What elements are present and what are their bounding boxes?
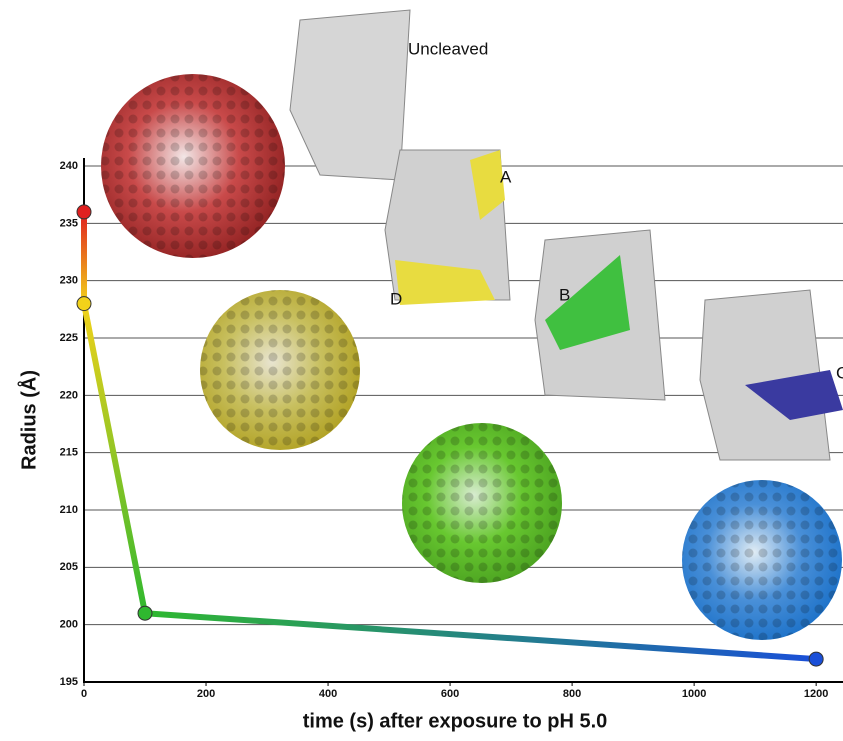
y-tick-label: 240: [60, 160, 78, 172]
x-tick-label: 1200: [804, 688, 828, 700]
y-axis-title: Radius (Å): [16, 370, 40, 470]
point: [77, 205, 91, 219]
y-tick-label: 220: [60, 389, 78, 401]
x-tick-label: 0: [81, 688, 87, 700]
annotation: C: [836, 363, 843, 382]
annotation: D: [390, 289, 402, 308]
y-tick-label: 210: [60, 504, 78, 516]
x-tick-label: 400: [319, 688, 337, 700]
capsid-texture: [200, 290, 360, 450]
x-tick-label: 200: [197, 688, 215, 700]
point: [809, 652, 823, 666]
y-tick-label: 215: [60, 447, 78, 459]
y-tick-label: 225: [60, 332, 78, 344]
capsid-texture: [101, 74, 285, 258]
y-tick-label: 230: [60, 275, 78, 287]
capsid-texture: [682, 480, 842, 640]
point: [138, 606, 152, 620]
y-tick-label: 200: [60, 619, 78, 631]
annotation: A: [500, 167, 512, 186]
capsid-texture: [402, 423, 562, 583]
trimer-illustration: [290, 10, 410, 180]
chart: Radius (Å) time (s) after exposure to pH…: [0, 0, 843, 741]
y-tick-label: 235: [60, 217, 78, 229]
annotation: Uncleaved: [408, 39, 488, 58]
y-tick-label: 205: [60, 561, 78, 573]
line-segment: [84, 304, 145, 614]
y-tick-label: 195: [60, 676, 78, 688]
x-tick-label: 1000: [682, 688, 706, 700]
point: [77, 297, 91, 311]
illustrations: [101, 10, 843, 640]
annotation: B: [559, 285, 570, 304]
x-axis-title: time (s) after exposure to pH 5.0: [303, 710, 608, 732]
x-tick-label: 800: [563, 688, 581, 700]
x-tick-label: 600: [441, 688, 459, 700]
